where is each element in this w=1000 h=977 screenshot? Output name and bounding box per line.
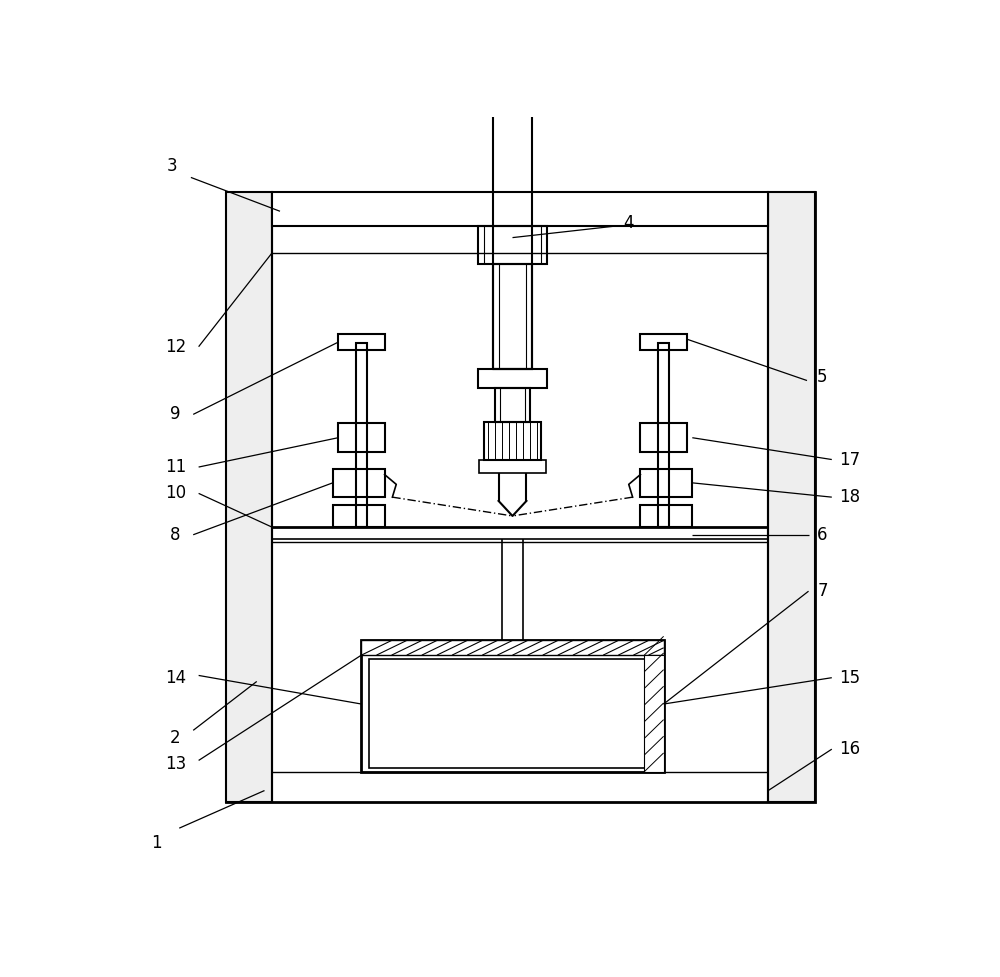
Bar bbox=[478, 227, 547, 264]
Bar bbox=[338, 423, 385, 452]
Bar bbox=[484, 422, 541, 459]
Text: 1: 1 bbox=[151, 834, 161, 852]
Bar bbox=[768, 192, 815, 802]
Bar bbox=[493, 0, 532, 369]
Bar bbox=[644, 656, 664, 772]
Text: 10: 10 bbox=[165, 485, 186, 502]
Bar bbox=[640, 334, 687, 351]
Bar bbox=[493, 264, 532, 369]
Text: 12: 12 bbox=[165, 338, 186, 356]
Text: 4: 4 bbox=[624, 214, 634, 232]
Bar bbox=[338, 334, 385, 351]
Text: 2: 2 bbox=[170, 729, 181, 746]
Text: 14: 14 bbox=[165, 668, 186, 687]
Bar bbox=[478, 369, 547, 388]
Bar bbox=[658, 343, 669, 528]
Text: 13: 13 bbox=[165, 755, 186, 773]
Bar bbox=[226, 192, 272, 802]
Bar bbox=[640, 423, 687, 452]
Bar bbox=[361, 640, 664, 656]
Bar bbox=[361, 640, 664, 772]
Text: 8: 8 bbox=[170, 526, 181, 544]
Text: 7: 7 bbox=[817, 582, 828, 600]
Text: 5: 5 bbox=[817, 367, 828, 386]
Text: 17: 17 bbox=[839, 450, 860, 469]
Text: 16: 16 bbox=[839, 741, 860, 758]
Bar bbox=[272, 192, 768, 227]
Text: 15: 15 bbox=[839, 668, 860, 687]
Text: 11: 11 bbox=[165, 458, 186, 476]
Bar bbox=[495, 388, 530, 422]
Bar bbox=[640, 505, 692, 528]
Bar bbox=[640, 469, 692, 497]
Bar bbox=[369, 658, 656, 768]
Bar bbox=[226, 192, 815, 802]
Text: 3: 3 bbox=[166, 157, 177, 175]
Text: 6: 6 bbox=[817, 526, 828, 544]
Bar bbox=[333, 469, 385, 497]
Text: 18: 18 bbox=[839, 488, 860, 506]
Bar bbox=[356, 343, 367, 528]
Text: 9: 9 bbox=[170, 405, 181, 423]
Bar bbox=[479, 459, 546, 473]
Bar bbox=[333, 505, 385, 528]
